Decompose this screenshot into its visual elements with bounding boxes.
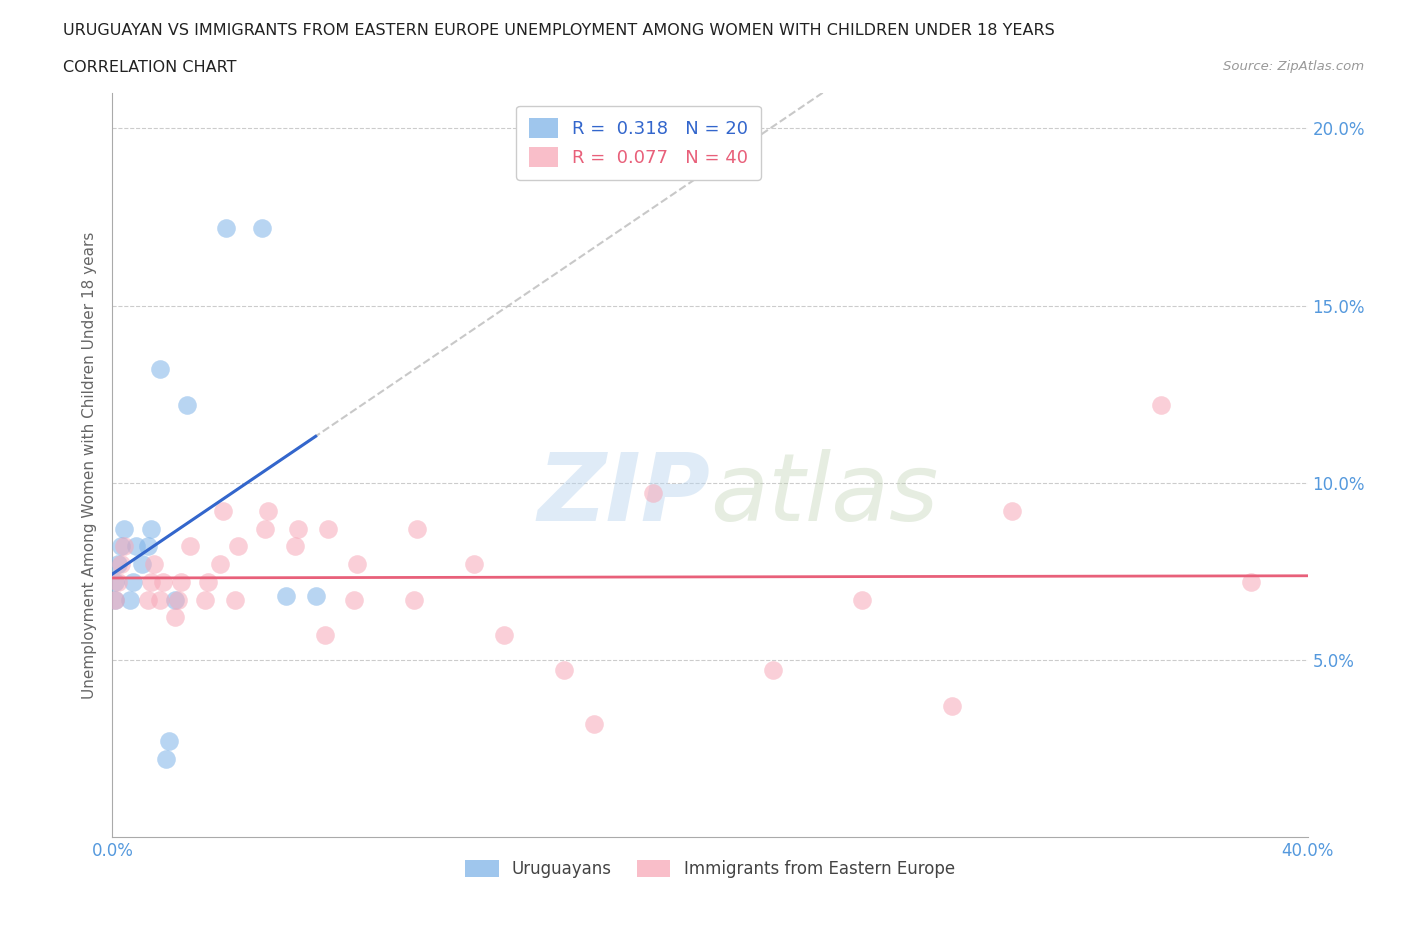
Point [170, 575, 193, 590]
Point [104, 592, 127, 607]
Point [149, 362, 172, 377]
Point [305, 589, 328, 604]
Point [152, 575, 174, 590]
Point [1150, 397, 1173, 412]
Point [194, 592, 217, 607]
Point [643, 485, 665, 500]
Point [165, 592, 187, 607]
Point [157, 734, 180, 749]
Point [492, 628, 515, 643]
Y-axis label: Unemployment Among Women with Children Under 18 years: Unemployment Among Women with Children U… [82, 232, 97, 698]
Point [176, 397, 198, 412]
Point [167, 592, 190, 607]
Point [404, 592, 426, 607]
Text: URUGUAYAN VS IMMIGRANTS FROM EASTERN EUROPE UNEMPLOYMENT AMONG WOMEN WITH CHILDR: URUGUAYAN VS IMMIGRANTS FROM EASTERN EUR… [63, 23, 1054, 38]
Point [346, 557, 368, 572]
Point [851, 592, 873, 607]
Point [143, 557, 166, 572]
Text: atlas: atlas [710, 449, 938, 540]
Point [582, 716, 605, 731]
Point [406, 522, 429, 537]
Point [107, 557, 129, 572]
Point [110, 557, 132, 572]
Point [314, 628, 336, 643]
Point [107, 575, 129, 590]
Point [212, 504, 235, 519]
Point [131, 557, 153, 572]
Point [104, 592, 127, 607]
Point [463, 557, 485, 572]
Legend: Uruguayans, Immigrants from Eastern Europe: Uruguayans, Immigrants from Eastern Euro… [458, 853, 962, 884]
Point [287, 522, 309, 537]
Point [141, 575, 163, 590]
Point [253, 522, 276, 537]
Point [122, 575, 145, 590]
Point [138, 592, 160, 607]
Point [197, 575, 219, 590]
Point [125, 539, 148, 554]
Point [343, 592, 366, 607]
Text: CORRELATION CHART: CORRELATION CHART [63, 60, 236, 75]
Point [215, 220, 238, 235]
Point [149, 592, 172, 607]
Point [114, 539, 135, 554]
Point [941, 698, 963, 713]
Point [224, 592, 246, 607]
Point [284, 539, 307, 554]
Point [155, 751, 177, 766]
Point [120, 592, 142, 607]
Point [179, 539, 201, 554]
Point [104, 575, 127, 590]
Point [226, 539, 249, 554]
Point [274, 589, 297, 604]
Point [110, 539, 132, 554]
Point [138, 539, 160, 554]
Point [1240, 575, 1263, 590]
Point [114, 522, 135, 537]
Text: ZIP: ZIP [537, 449, 710, 540]
Point [316, 522, 339, 537]
Point [1001, 504, 1024, 519]
Point [762, 663, 785, 678]
Point [165, 610, 187, 625]
Point [553, 663, 575, 678]
Point [209, 557, 232, 572]
Point [257, 504, 280, 519]
Text: Source: ZipAtlas.com: Source: ZipAtlas.com [1223, 60, 1364, 73]
Point [250, 220, 273, 235]
Point [141, 522, 163, 537]
